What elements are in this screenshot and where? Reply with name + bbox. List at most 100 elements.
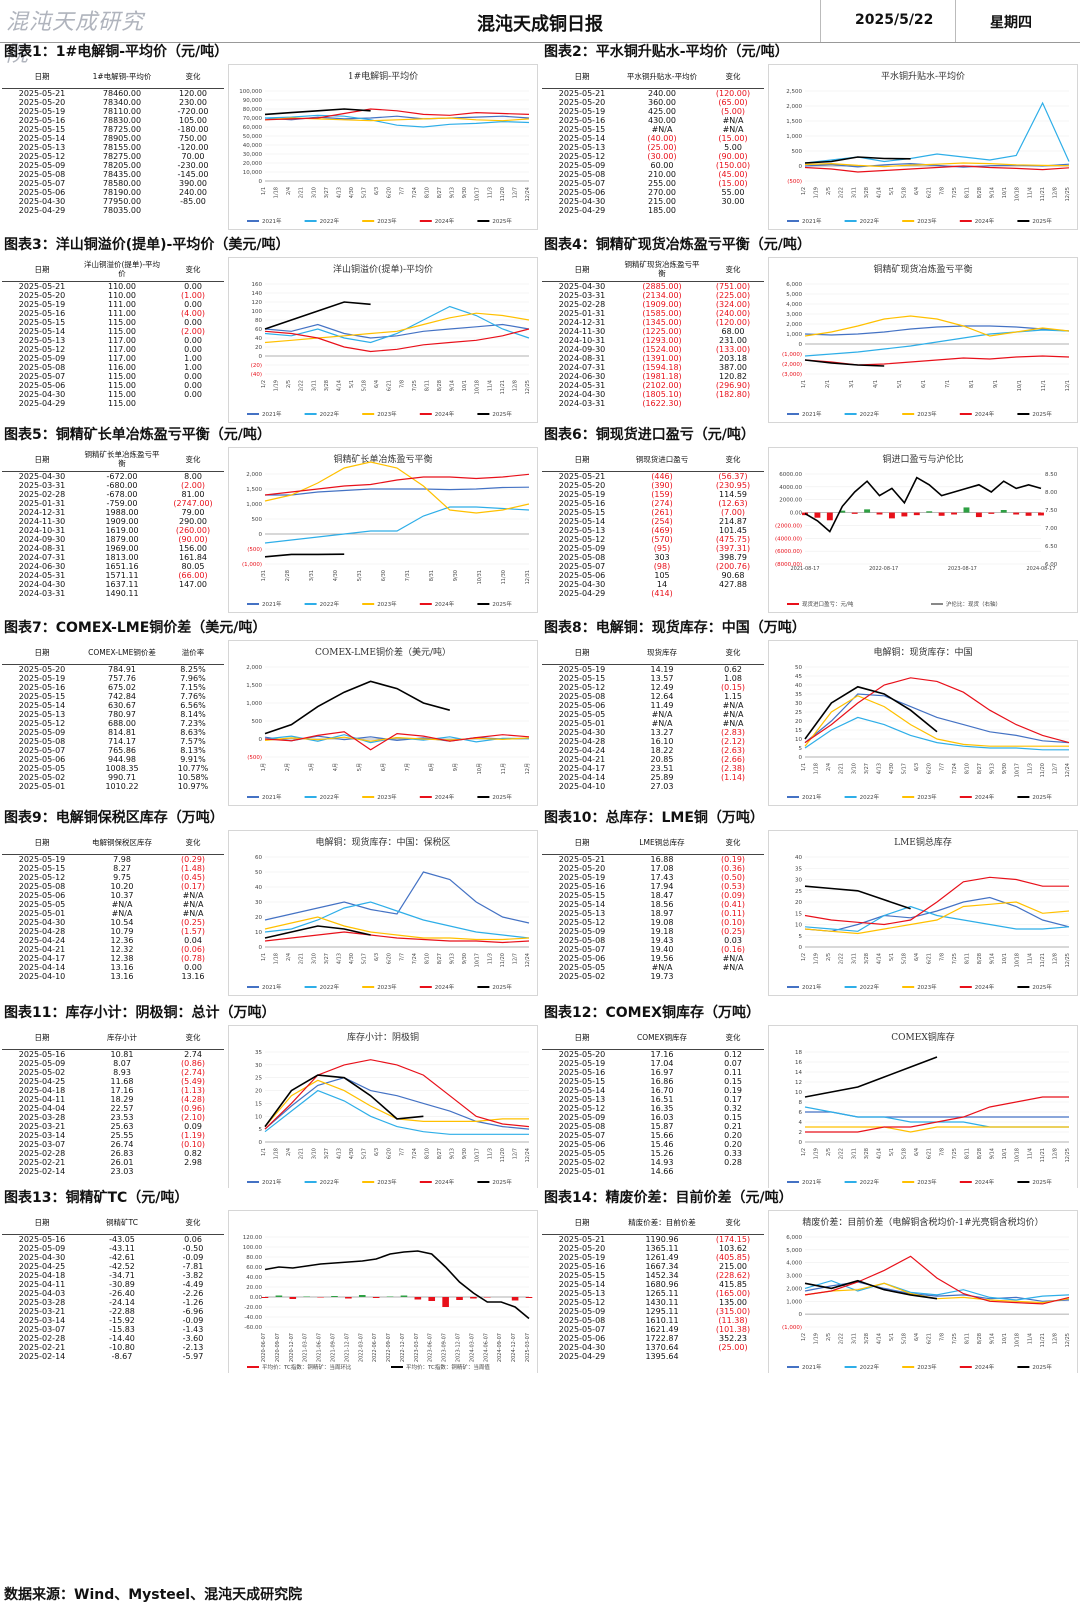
x-tick-label: 6/4 (374, 380, 380, 388)
table-cell-value: #N/A (651, 710, 673, 719)
x-tick-label: 1/19 (814, 187, 820, 198)
x-tick-label: 2022-06-07 (372, 1333, 378, 1362)
chart-bar (303, 1296, 310, 1297)
table-row: 2024-03-31 (1622.30) (542, 399, 764, 408)
table-cell-value: -43.11 (109, 1244, 135, 1253)
y-tick-label: 100,000 (239, 89, 262, 95)
table-cell-value: 0.09 (184, 1122, 202, 1131)
legend-label: 2025年 (492, 1178, 512, 1186)
table-cell-value: -10.80 (109, 1343, 135, 1352)
x-tick-label: 7/25 (412, 380, 418, 391)
table-cell-value: 0.00 (184, 300, 202, 309)
chart-bar (951, 512, 958, 515)
table-row: 2025-05-08 78435.00 -145.00 (2, 170, 224, 179)
legend-label: 2023年 (377, 600, 397, 608)
table-cell-value: (0.41) (720, 900, 746, 909)
table-header: 日期 (2, 830, 82, 855)
table-cell-value: 1.08 (724, 674, 742, 683)
chart-bar (851, 512, 858, 514)
table-header: 日期 (542, 830, 622, 855)
table-cell-value: (0.06) (180, 945, 206, 954)
x-tick-label: 10月 (477, 763, 483, 774)
x-tick-label: 12/8 (1052, 1148, 1058, 1159)
table-cell-value: 115.00 (108, 318, 136, 327)
table-cell-value: (1585.00) (642, 309, 682, 318)
table-cell-value: (90.00) (178, 535, 208, 544)
table-row: 2025-02-21 -10.80 -2.13 (2, 1343, 224, 1352)
table-cell-value: 0.00 (184, 336, 202, 345)
table-header: 日期 (542, 1210, 622, 1235)
table-cell-value: 8.27 (113, 864, 131, 873)
table-cell-value: (4.00) (180, 309, 206, 318)
table-cell-value: 8.00 (184, 472, 202, 481)
table-row: 2025-04-11 -30.89 -4.49 (2, 1280, 224, 1289)
data-table: 日期 铜现货进口盈亏 变化 2025-05-21 (446) (56.37) 2025-05… (542, 447, 764, 598)
table-cell-value: #N/A (111, 900, 133, 909)
x-tick-label: 2/5 (826, 953, 832, 961)
table-header: 日期 (2, 64, 82, 89)
legend-label: 2024年 (435, 600, 455, 608)
chart-svg: 铜精矿现货冶炼盈亏平衡 (3,000) (2,000) (1,000) 0 1,000 2,… (782, 263, 1071, 418)
table-row: 2025-05-14 1680.96 415.85 (542, 1280, 764, 1289)
table-row: 2025-04-25 -42.52 -7.81 (2, 1262, 224, 1271)
x-tick-label: 4/30 (349, 953, 355, 964)
table-cell-date: 2025-03-21 (18, 1307, 66, 1316)
table-cell-value: (200.76) (715, 562, 751, 571)
data-table: 日期 铜精矿现货冶炼盈亏平衡 变化 2025-04-30 (2885.00) (751.0… (542, 257, 764, 408)
table-cell-value: 7.57% (180, 737, 206, 746)
table-cell-value: 12.36 (110, 936, 134, 945)
table-cell-value: 17.08 (650, 864, 674, 873)
x-tick-label: 1/2 (801, 1333, 807, 1341)
y-tick-label: 35 (795, 692, 802, 698)
table-cell-value: -680.00 (106, 481, 138, 490)
table-row: 2024-07-31 (1594.18) 387.00 (542, 363, 764, 372)
y-tick-label: 0.00 (790, 511, 803, 517)
y-tick-label: 18 (795, 1050, 802, 1056)
chart-title: COMEX-LME铜价差（美元/吨） (315, 646, 451, 658)
y-tick-label: 60 (255, 327, 262, 333)
table-cell-value: 240.00 (648, 89, 676, 98)
table-cell-date: 2025-05-16 (558, 499, 606, 508)
x-tick-label: 2/22 (839, 187, 845, 198)
data-table: 日期 库存小计 变化 2025-05-16 10.81 2.74 2025-05-09 8.0… (2, 1025, 224, 1176)
table-header: LME铜总库存 (622, 830, 702, 855)
table-cell-value: 115.00 (108, 390, 136, 399)
table-cell-value: (324.00) (715, 300, 751, 309)
table-cell-date: 2025-05-12 (558, 918, 606, 927)
table-cell-value: 19.08 (650, 918, 674, 927)
x-tick-label: 10/18 (1015, 187, 1021, 201)
report-date: 2025/5/22 (855, 12, 934, 28)
table-cell-date: 2025-05-06 (558, 188, 606, 197)
legend-label: 2025年 (1032, 1178, 1052, 1186)
x-tick-label: 11/1 (1041, 380, 1047, 391)
table-row: 2025-04-14 13.16 0.00 (2, 963, 224, 972)
table-cell-date: 2025-05-19 (18, 300, 66, 309)
table-cell-value: 10.77% (177, 764, 209, 773)
table-row: 2025-04-04 22.57 (0.96) (2, 1104, 224, 1113)
x-tick-label: 5/1 (889, 187, 895, 195)
legend-label: 2021年 (802, 217, 822, 225)
table-header: 变化 (702, 640, 764, 665)
x-tick-label: 8/28 (977, 187, 983, 198)
table-cell-date: 2025-05-21 (558, 1235, 606, 1244)
legend-label: 2022年 (320, 983, 340, 991)
x-tick-label: 2/22 (839, 953, 845, 964)
table-cell-date: 2025-05-06 (18, 381, 66, 390)
x-tick-label: 5/1 (889, 1333, 895, 1341)
table-cell-date: 2025-05-05 (558, 710, 606, 719)
x-tick-label: 5/1 (349, 380, 355, 388)
table-row: 2025-05-12 (570) (475.75) (542, 535, 764, 544)
table-row: 2025-05-02 19.73 (542, 972, 764, 981)
y-tick-label: 0 (799, 164, 803, 170)
table-header: 电解铜保税区库存 (82, 830, 162, 855)
legend-label: 现货进口盈亏：元/吨 (802, 600, 854, 608)
table-header: 精废价差：目前价差 (622, 1210, 702, 1235)
table-cell-date: 2025-02-28 (18, 1334, 66, 1343)
table-cell-value: (159) (651, 490, 673, 499)
table-cell-value: (2.63) (720, 746, 746, 755)
y-tick-label: -20.00 (244, 1305, 262, 1311)
table-cell-date: 2025-04-30 (18, 918, 66, 927)
table-cell-date: 2025-05-16 (558, 1262, 606, 1271)
y-tick-label: 10,000 (243, 170, 263, 176)
table-cell-value: 430.00 (648, 116, 676, 125)
